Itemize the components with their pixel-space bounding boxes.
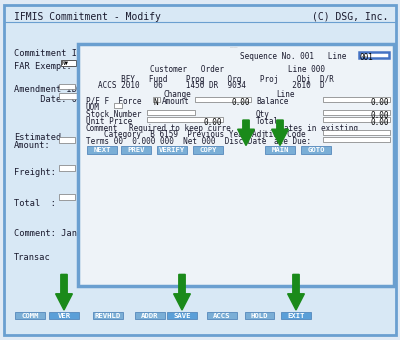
Text: MAIN: MAIN: [271, 147, 289, 153]
Text: Terms 00  0.000 000  Net 000  Disc Date: Terms 00 0.000 000 Net 000 Disc Date: [86, 137, 266, 146]
Text: Total  :: Total :: [14, 199, 56, 208]
FancyBboxPatch shape: [50, 311, 79, 320]
Polygon shape: [272, 120, 288, 146]
FancyBboxPatch shape: [323, 137, 390, 142]
Text: Line: Line: [276, 90, 294, 99]
Text: Amendment ID: 00: Amendment ID: 00: [14, 85, 98, 94]
FancyBboxPatch shape: [265, 146, 295, 154]
FancyBboxPatch shape: [168, 311, 197, 320]
Text: EXIT: EXIT: [287, 312, 305, 319]
Text: 0.00: 0.00: [370, 118, 389, 126]
Text: ate Due:: ate Due:: [274, 137, 311, 146]
Text: GOTO: GOTO: [307, 147, 325, 153]
FancyBboxPatch shape: [208, 311, 237, 320]
Text: Transac: Transac: [14, 253, 51, 262]
Text: HOLD: HOLD: [250, 312, 268, 319]
FancyBboxPatch shape: [61, 60, 76, 66]
Text: ACCS: ACCS: [213, 312, 231, 319]
FancyBboxPatch shape: [195, 97, 251, 102]
Text: Commitment ID: W: Commitment ID: W: [14, 49, 98, 58]
Text: Balance: Balance: [256, 97, 288, 106]
FancyBboxPatch shape: [114, 103, 122, 108]
Polygon shape: [238, 120, 254, 146]
Text: Qty: Qty: [256, 110, 270, 119]
FancyBboxPatch shape: [15, 311, 44, 320]
Text: NEXT: NEXT: [93, 147, 111, 153]
FancyBboxPatch shape: [153, 97, 160, 102]
Text: ACCS 2010   06     1450 DR  9034          2610  D: ACCS 2010 06 1450 DR 9034 2610 D: [98, 81, 325, 90]
Text: Amount:: Amount:: [14, 141, 51, 150]
Text: Category  B 6159  Previous Year Adj: Category B 6159 Previous Year Adj: [104, 130, 266, 139]
Text: Amount: Amount: [162, 97, 190, 106]
FancyBboxPatch shape: [135, 311, 165, 320]
Text: N▼: N▼: [62, 61, 69, 66]
Text: Comment: Jane Ja: Comment: Jane Ja: [14, 230, 98, 238]
Text: VERIFY: VERIFY: [159, 147, 185, 153]
Text: 0.00: 0.00: [370, 98, 389, 106]
Text: Customer   Order: Customer Order: [150, 65, 224, 74]
Text: VER: VER: [58, 312, 70, 319]
Text: IFMIS Commitment - Modify: IFMIS Commitment - Modify: [14, 12, 161, 22]
Text: ADDR: ADDR: [141, 312, 159, 319]
FancyBboxPatch shape: [121, 146, 151, 154]
FancyBboxPatch shape: [157, 146, 187, 154]
Text: Sequence No. 001   Line: Sequence No. 001 Line: [240, 52, 346, 61]
Text: 0.00: 0.00: [232, 98, 250, 106]
Text: (C) DSG, Inc.: (C) DSG, Inc.: [312, 12, 388, 22]
Text: Comment: Comment: [86, 124, 118, 133]
Text: ates in existing: ates in existing: [284, 124, 358, 133]
Text: P/F F  Force: P/F F Force: [86, 97, 142, 106]
Text: Estimated: Estimated: [14, 133, 61, 141]
Text: UOM: UOM: [86, 103, 100, 112]
Text: Unit Price: Unit Price: [86, 117, 132, 126]
FancyBboxPatch shape: [245, 311, 274, 320]
Polygon shape: [174, 274, 190, 310]
Text: 001: 001: [360, 53, 374, 62]
Text: tion Code: tion Code: [264, 130, 306, 139]
Text: Required to keep curre: Required to keep curre: [129, 124, 230, 133]
FancyBboxPatch shape: [4, 5, 396, 335]
Polygon shape: [288, 274, 304, 310]
Text: 0.00: 0.00: [204, 118, 222, 126]
FancyBboxPatch shape: [323, 117, 390, 122]
Text: Stock Number: Stock Number: [86, 110, 142, 119]
Text: Date: 09/05/: Date: 09/05/: [14, 95, 103, 103]
Text: REVHLD: REVHLD: [95, 312, 121, 319]
FancyBboxPatch shape: [193, 146, 223, 154]
Text: BFY   Fund    Prog     Org    Proj    Obj  D/R: BFY Fund Prog Org Proj Obj D/R: [98, 75, 334, 84]
Text: __: __: [230, 42, 238, 48]
FancyBboxPatch shape: [59, 84, 75, 89]
Text: PREV: PREV: [127, 147, 145, 153]
Text: 0.00: 0.00: [370, 111, 389, 120]
FancyBboxPatch shape: [323, 97, 390, 102]
Text: N: N: [154, 98, 158, 106]
Text: COPY: COPY: [199, 147, 217, 153]
Text: Total: Total: [256, 117, 279, 126]
FancyBboxPatch shape: [59, 194, 75, 200]
FancyBboxPatch shape: [147, 110, 195, 115]
FancyBboxPatch shape: [59, 137, 75, 143]
FancyBboxPatch shape: [147, 117, 223, 122]
FancyBboxPatch shape: [59, 165, 75, 171]
FancyBboxPatch shape: [323, 110, 390, 115]
Text: Change: Change: [164, 90, 192, 99]
FancyBboxPatch shape: [87, 146, 117, 154]
Text: COMM: COMM: [21, 312, 39, 319]
Polygon shape: [56, 274, 72, 310]
FancyBboxPatch shape: [301, 146, 331, 154]
Text: Line 000: Line 000: [288, 65, 325, 74]
FancyBboxPatch shape: [78, 44, 394, 286]
Text: FAR Exempt: N: FAR Exempt: N: [14, 62, 82, 71]
FancyBboxPatch shape: [323, 130, 390, 135]
FancyBboxPatch shape: [281, 311, 310, 320]
Text: Freight:: Freight:: [14, 168, 56, 177]
FancyBboxPatch shape: [359, 52, 389, 58]
Text: SAVE: SAVE: [173, 312, 191, 319]
FancyBboxPatch shape: [94, 311, 122, 320]
FancyBboxPatch shape: [59, 93, 77, 99]
